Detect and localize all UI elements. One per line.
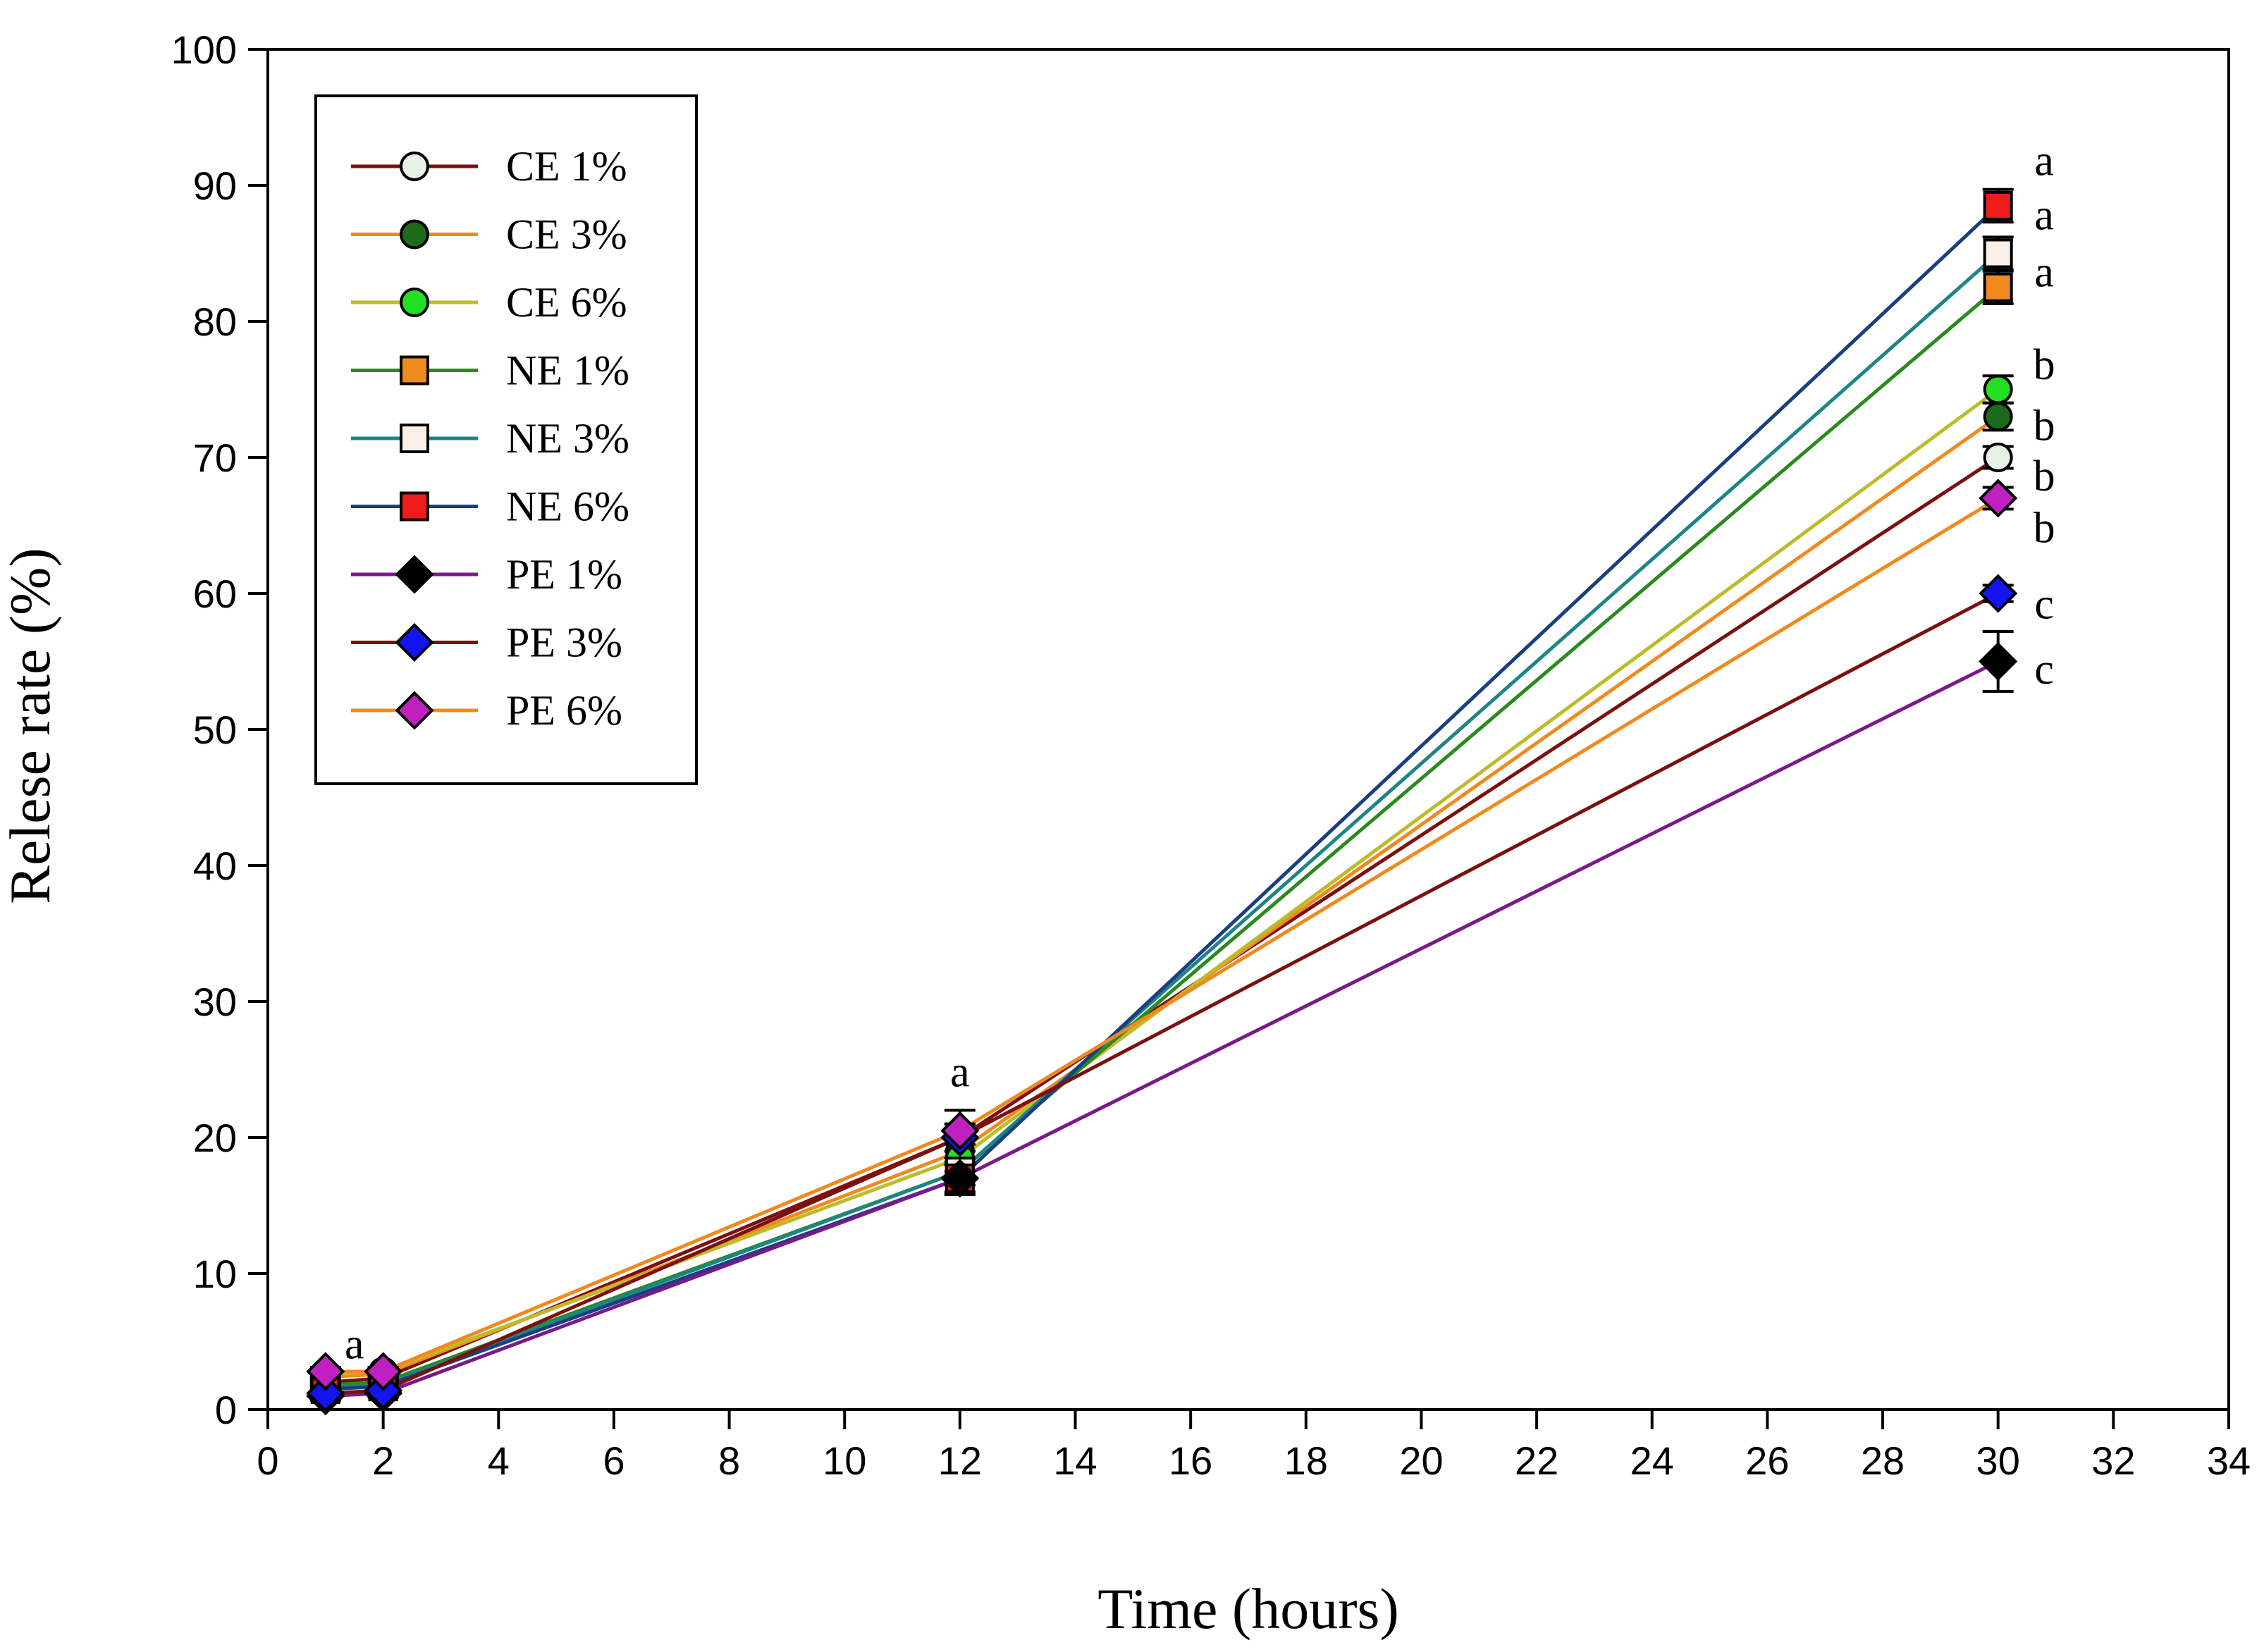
y-tick-label: 70 [193,436,237,480]
legend-marker [400,219,429,249]
significance-letter: c [2034,580,2054,628]
series-line-8 [325,496,2000,1374]
y-tick-label: 100 [171,27,237,72]
legend-marker [395,691,434,730]
y-tick-label: 0 [215,1388,237,1432]
legend-label: PE 3% [506,620,622,666]
y-tick-label: 10 [193,1252,237,1296]
y-tick-label: 30 [193,980,237,1024]
x-tick-label: 34 [2207,1438,2251,1483]
data-point [1979,641,2018,682]
y-tick-label: 40 [193,844,237,888]
x-tick-label: 32 [2091,1438,2135,1483]
x-tick-label: 30 [1976,1438,2020,1483]
data-point [1983,443,2013,472]
y-tick-label: 60 [193,572,237,616]
x-tick-label: 10 [823,1438,866,1483]
x-tick-label: 28 [1861,1438,1905,1483]
significance-letter: a [2034,137,2054,185]
data-point [1983,238,2013,269]
x-tick-label: 14 [1053,1438,1097,1483]
significance-letter: a [2034,191,2054,239]
significance-letter: c [2034,646,2054,694]
x-tick-label: 6 [603,1438,625,1483]
legend-marker [400,355,429,386]
data-point [1983,402,2013,432]
y-tick-label: 50 [193,708,237,752]
significance-letter: b [2034,402,2055,450]
legend-marker [400,288,429,317]
data-point [1983,374,2013,405]
x-tick-label: 0 [257,1438,278,1483]
significance-letter: a [345,1320,364,1368]
y-tick-label: 90 [193,164,237,208]
legend-label: NE 6% [506,483,629,530]
legend-label: CE 1% [506,143,627,190]
series-line-7 [325,591,1999,1395]
legend-label: PE 1% [506,551,622,598]
x-tick-label: 2 [372,1438,394,1483]
data-point [1983,190,2013,221]
legend-label: CE 6% [506,279,627,326]
significance-letter: b [2034,504,2055,552]
x-tick-label: 24 [1630,1438,1674,1483]
legend-marker [400,424,429,453]
data-point [940,1111,980,1150]
series-line-6 [325,660,1999,1398]
x-tick-label: 12 [938,1438,982,1483]
x-tick-label: 4 [488,1438,510,1483]
y-axis-title: Relese rate (%) [0,548,62,904]
significance-letter: a [2034,249,2054,297]
axes-layer: 0 2 4 6 8 10 12 14 16 18 20 22 24 26 28 30 32 34010203040… [171,27,2251,1483]
legend-label: NE 1% [506,347,629,394]
x-tick-label: 8 [718,1438,740,1483]
x-tick-label: 18 [1284,1438,1328,1483]
y-tick-label: 80 [193,300,237,344]
data-point [364,1352,403,1391]
significance-letter: a [950,1048,970,1096]
significance-letter: b [2034,452,2055,500]
significance-letter: b [2034,341,2055,389]
legend-marker [400,491,429,522]
data-point [1979,479,2018,518]
x-axis-title: Time (hours) [1097,1577,1399,1641]
x-tick-label: 26 [1745,1438,1789,1483]
data-point [1983,272,2013,302]
data-point [940,1159,980,1198]
legend-label: CE 3% [506,211,627,258]
legend-label: NE 3% [506,415,629,462]
series-line-5 [325,204,2000,1391]
data-point [306,1352,345,1391]
y-tick-label: 20 [193,1116,237,1160]
legend-marker [395,622,434,662]
legend-marker [400,152,429,181]
legend: CE 1% CE 3% CE 6% NE 1% NE 3% NE 6% PE 1% PE 3%… [314,94,698,785]
x-tick-label: 20 [1399,1438,1443,1483]
legend-marker [395,555,434,594]
series-line-0 [325,455,2000,1384]
data-point [1979,574,2018,613]
x-tick-label: 16 [1169,1438,1212,1483]
x-tick-label: 22 [1515,1438,1558,1483]
legend-label: PE 6% [506,687,622,734]
